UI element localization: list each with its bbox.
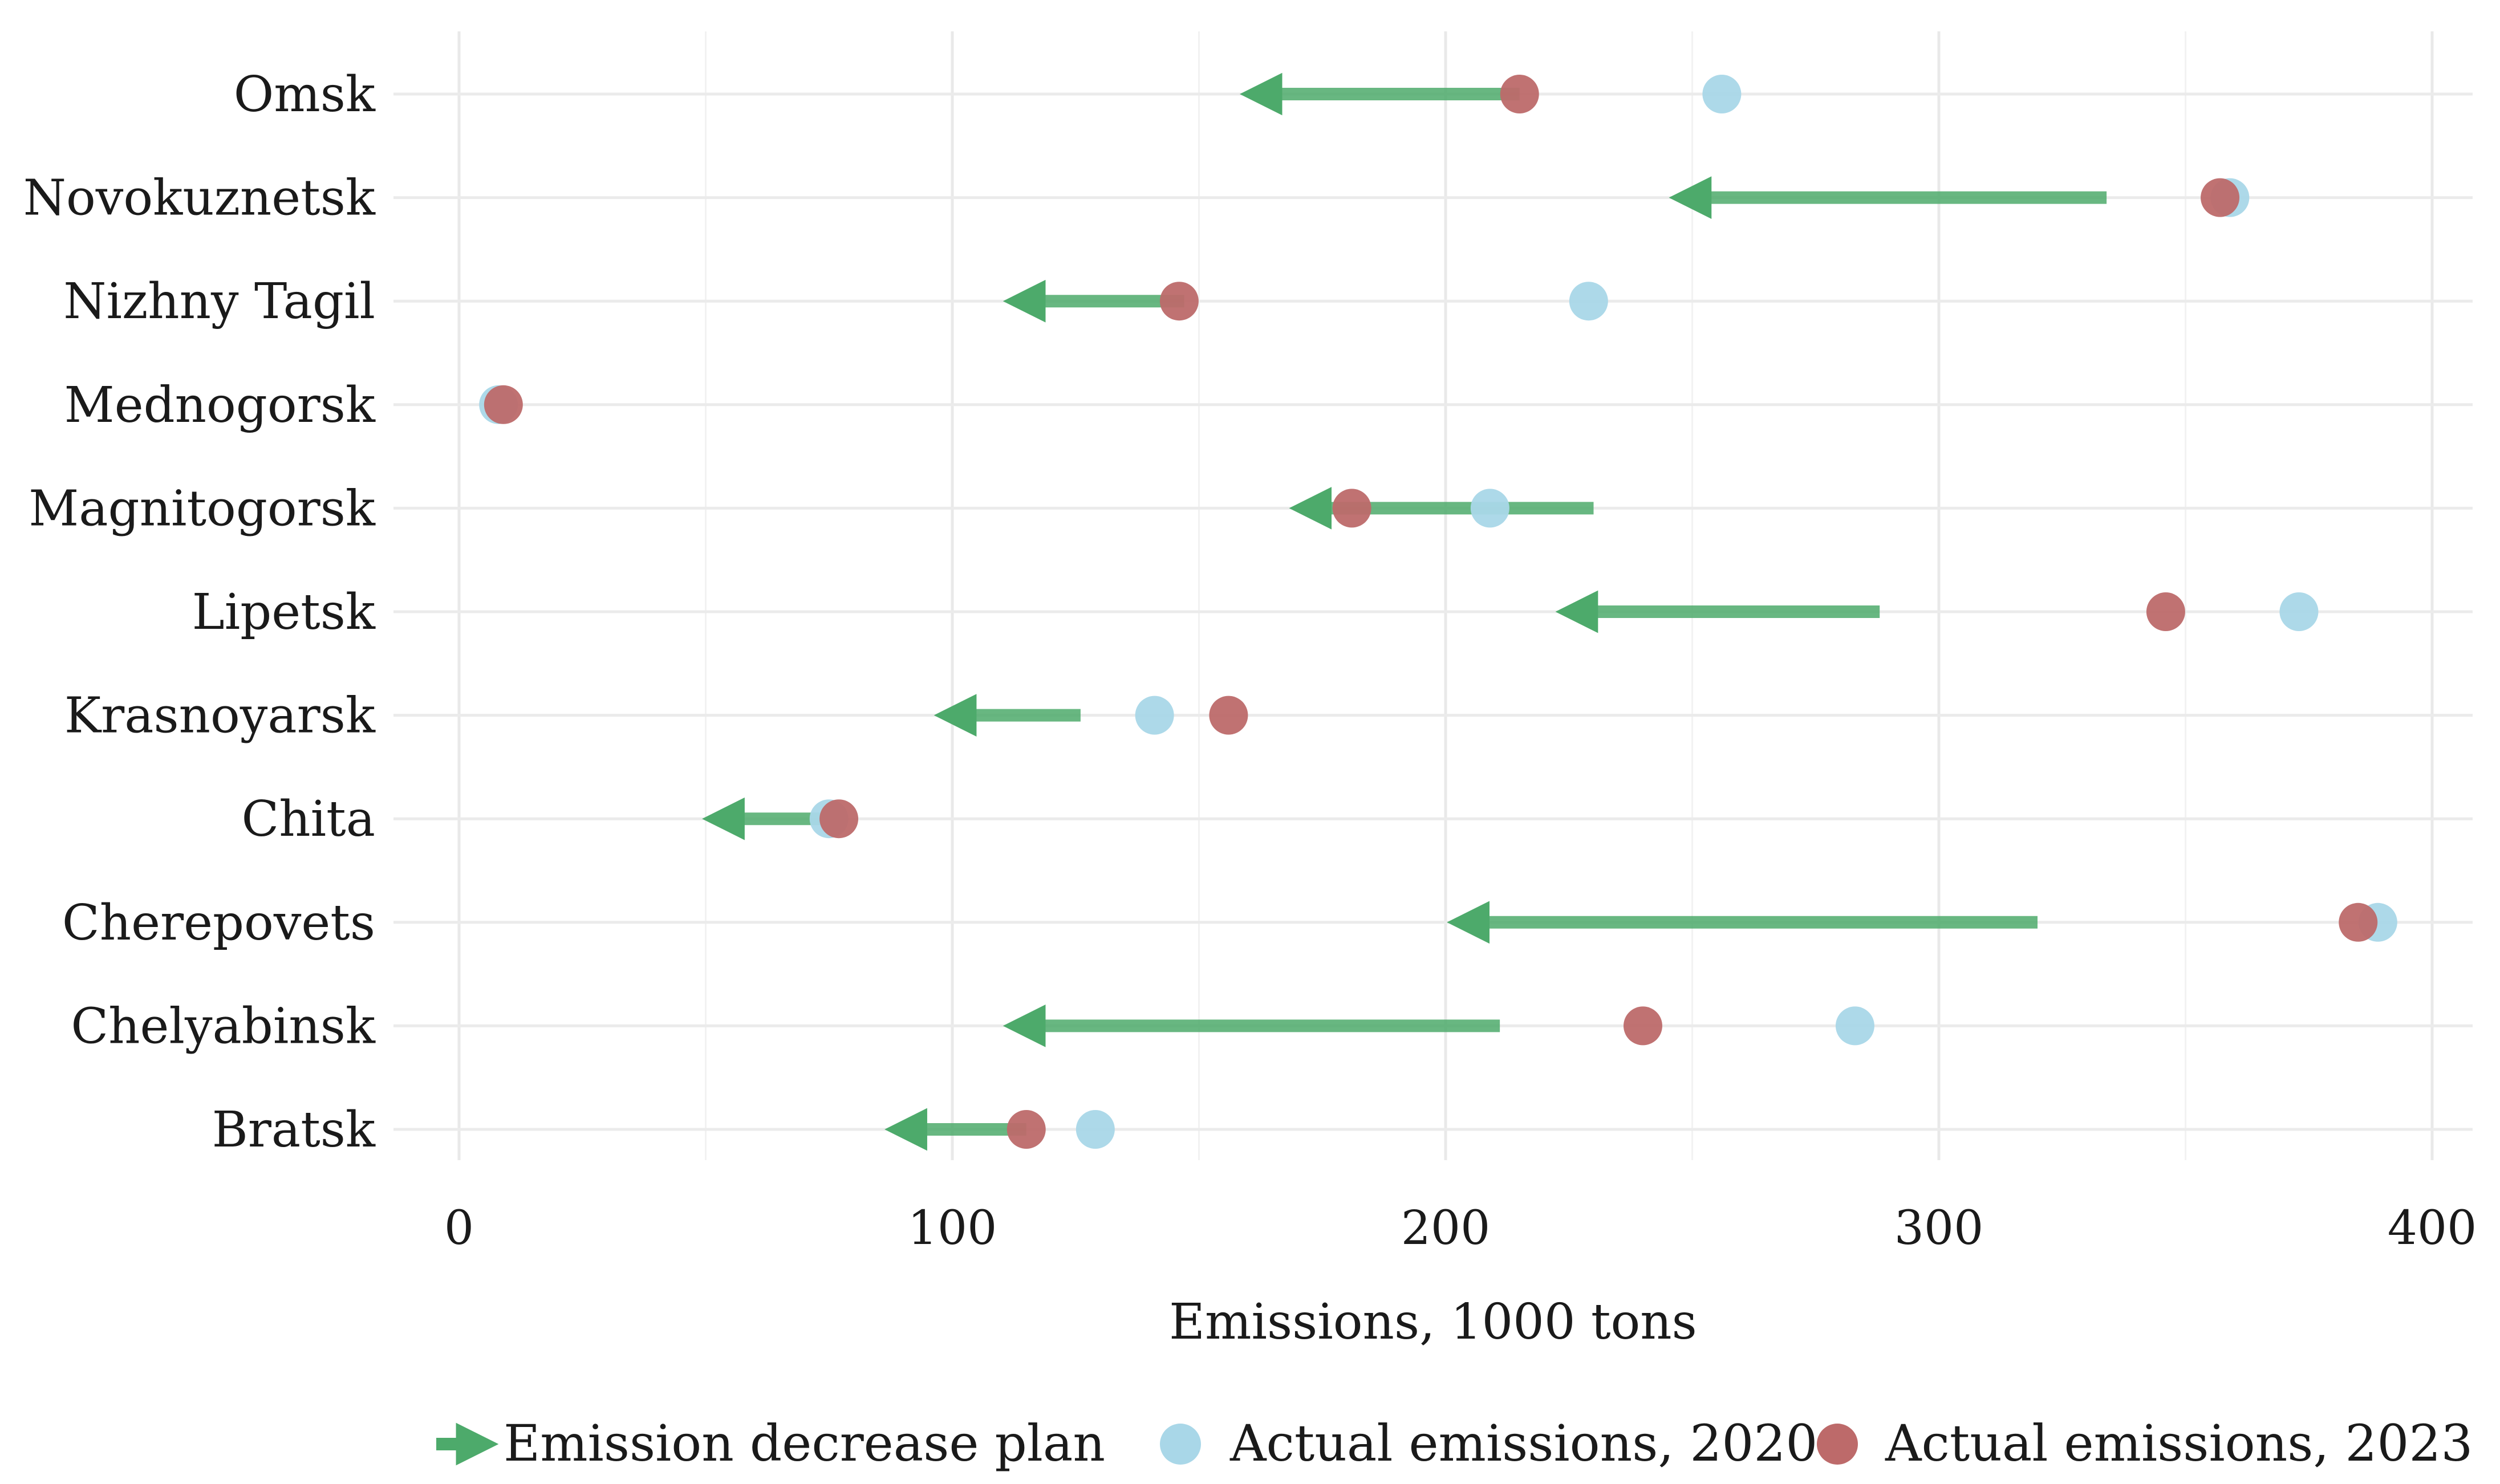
point-2023 — [2339, 902, 2378, 942]
point-2023 — [2201, 178, 2240, 217]
city-label: Magnitogorsk — [29, 480, 376, 537]
legend-2020-label: Actual emissions, 2020 — [1229, 1414, 1817, 1473]
point-2020 — [1702, 75, 1742, 113]
y-axis-labels: Omsk Novokuznetsk Nizhny Tagil Mednogorsk Ma… — [23, 66, 376, 1158]
point-2020 — [1076, 1110, 1115, 1149]
point-2020 — [1470, 489, 1509, 528]
legend-item-2020: Actual emissions, 2020 — [1160, 1414, 1817, 1473]
legend-item-2023: Actual emissions, 2023 — [1817, 1414, 2473, 1473]
point-2023 — [819, 799, 859, 839]
point-2023 — [2146, 592, 2185, 631]
legend-item-plan: Emission decrease plan — [436, 1414, 1105, 1473]
point-2023 — [1007, 1110, 1046, 1149]
point-2023 — [1500, 75, 1539, 113]
city-label: Nizhny Tagil — [63, 273, 375, 330]
x-tick-label: 200 — [1401, 1201, 1491, 1255]
legend-plan-label: Emission decrease plan — [504, 1414, 1105, 1473]
points-2020 — [479, 75, 2397, 1149]
x-tick-label: 300 — [1894, 1201, 1984, 1255]
city-label: Krasnoyarsk — [64, 688, 376, 745]
legend-2023-label: Actual emissions, 2023 — [1885, 1414, 2473, 1473]
x-tick-label: 100 — [908, 1201, 997, 1255]
city-label: Cherepovets — [62, 895, 375, 952]
city-label: Chelyabinsk — [71, 998, 376, 1055]
points-2023 — [484, 75, 2378, 1149]
x-tick-label: 0 — [444, 1201, 474, 1255]
point-2020 — [1135, 696, 1174, 735]
city-label: Novokuznetsk — [23, 170, 376, 227]
x-axis-title: Emissions, 1000 tons — [1169, 1294, 1697, 1351]
point-2020 — [1835, 1006, 1874, 1046]
point-2020 — [1569, 282, 1608, 321]
point-2023 — [1332, 489, 1371, 528]
x-axis-ticks: 0 100 200 300 400 — [444, 1201, 2477, 1255]
city-label: Mednogorsk — [64, 377, 376, 434]
legend-2023-dot — [1817, 1424, 1858, 1465]
city-label: Omsk — [234, 66, 376, 123]
point-2023 — [1209, 696, 1248, 735]
city-label: Chita — [241, 791, 375, 848]
legend-2020-dot — [1160, 1424, 1201, 1465]
city-label: Lipetsk — [192, 584, 376, 641]
point-2023 — [484, 385, 523, 424]
legend: Emission decrease plan Actual emissions,… — [436, 1414, 2473, 1473]
city-label: Bratsk — [212, 1101, 376, 1158]
point-2023 — [1159, 282, 1199, 321]
point-2023 — [1624, 1006, 1662, 1046]
x-tick-label: 400 — [2388, 1201, 2477, 1255]
point-2020 — [2279, 592, 2319, 631]
